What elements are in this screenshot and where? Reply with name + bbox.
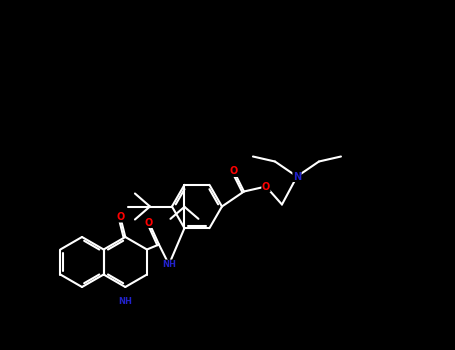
Text: O: O (116, 212, 124, 222)
Text: O: O (230, 167, 238, 176)
Text: O: O (145, 217, 153, 228)
Text: O: O (262, 182, 270, 191)
Text: NH: NH (118, 296, 132, 306)
Text: N: N (293, 172, 301, 182)
Text: NH: NH (162, 260, 176, 269)
